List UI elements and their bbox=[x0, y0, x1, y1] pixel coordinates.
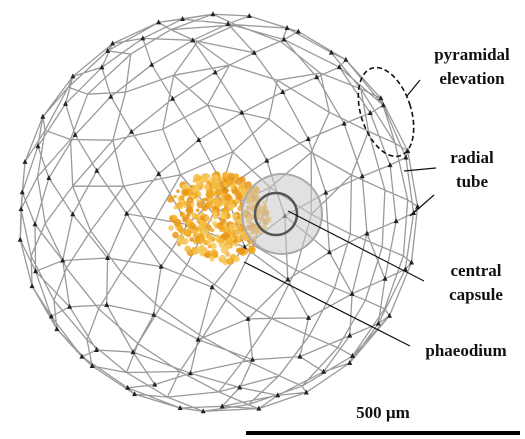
phaeodium-granule bbox=[219, 238, 225, 244]
phaeodium-granule bbox=[214, 189, 221, 196]
leader-line bbox=[407, 80, 420, 96]
phaeodium-granule bbox=[237, 195, 243, 201]
label: radial bbox=[450, 148, 494, 167]
phaeodium-granule bbox=[191, 195, 195, 199]
phaeodium-granule bbox=[177, 242, 181, 246]
phaeodium-granule bbox=[192, 213, 198, 219]
phaeodium-granule bbox=[212, 252, 219, 259]
phaeodium-granule bbox=[182, 189, 188, 195]
phaeodium-granule bbox=[236, 226, 242, 232]
leader-line bbox=[410, 195, 434, 216]
phaeodium-granule bbox=[196, 246, 203, 253]
figure: pyramidal elevation radial tube central … bbox=[0, 0, 525, 439]
spine-tip bbox=[403, 154, 408, 159]
spine-tip bbox=[33, 221, 38, 226]
spine-tip bbox=[30, 283, 35, 288]
phaeodium-granule bbox=[168, 225, 174, 231]
phaeodium-granule bbox=[232, 233, 237, 238]
phaeodium-granule bbox=[176, 189, 180, 193]
phaeodium-granule bbox=[213, 214, 218, 219]
phaeodium-granule bbox=[192, 185, 196, 189]
phaeodium-granule bbox=[223, 171, 229, 177]
phaeodium-granule bbox=[206, 239, 212, 245]
spine-tip bbox=[20, 189, 25, 194]
phaeodium-granule bbox=[197, 220, 201, 224]
phaeodium-granule bbox=[205, 216, 210, 221]
phaeodium-granule bbox=[167, 196, 174, 203]
phaeodium-granule bbox=[172, 232, 179, 239]
phaeodium-granule bbox=[203, 173, 209, 179]
phaeodium-granule bbox=[222, 200, 228, 206]
phaeodium-granule bbox=[204, 184, 210, 190]
phaeodium-granule bbox=[212, 198, 219, 205]
phaeodium-granule bbox=[226, 237, 233, 244]
label: pyramidal bbox=[434, 45, 510, 64]
phaeodium-granule bbox=[238, 248, 245, 255]
phaeodium-granule bbox=[212, 178, 216, 182]
phaeodium-granule bbox=[248, 246, 256, 254]
phaeodium-granule bbox=[224, 179, 228, 183]
phaeodium-granule bbox=[180, 195, 185, 200]
phaeodium-granule bbox=[200, 212, 204, 216]
spine-tip bbox=[108, 94, 113, 99]
phaeodium-granule bbox=[190, 222, 194, 226]
phaeodium-granule bbox=[209, 219, 212, 222]
phaeodium-granule bbox=[198, 234, 205, 241]
phaeodium-granule bbox=[196, 208, 200, 212]
phaeodium-granule bbox=[232, 213, 238, 219]
phaeodium-granule bbox=[238, 184, 244, 190]
label: elevation bbox=[439, 69, 505, 88]
phaeodium-granule bbox=[207, 191, 214, 198]
label: tube bbox=[456, 172, 489, 191]
phaeodium-granule bbox=[186, 206, 193, 213]
leader-line bbox=[404, 168, 436, 171]
phaeodium-granule bbox=[177, 204, 181, 208]
phaeodium-granule bbox=[227, 203, 234, 210]
phaeodium-granule bbox=[227, 258, 234, 265]
phaeodium-granule bbox=[196, 199, 200, 203]
phaeodium-granule bbox=[172, 215, 177, 220]
phaeodium-granule bbox=[208, 244, 212, 248]
phaeodium-granule bbox=[219, 180, 222, 183]
phaeodium-granule bbox=[240, 239, 243, 242]
phaeodium-granule bbox=[229, 224, 236, 231]
phaeodium-granule bbox=[217, 225, 222, 230]
phaeodium-granule bbox=[182, 238, 189, 245]
phaeodium-granule bbox=[204, 252, 210, 258]
spine-tip bbox=[18, 237, 23, 242]
phaeodium-granule bbox=[210, 228, 214, 232]
label: phaeodium bbox=[425, 341, 506, 360]
phaeodium-granule bbox=[205, 198, 209, 202]
leader-line bbox=[244, 262, 410, 346]
phaeodium-granule bbox=[174, 195, 177, 198]
phaeodium-granule bbox=[180, 212, 183, 215]
phaeodium-granule bbox=[201, 221, 208, 228]
phaeodium-granule bbox=[232, 182, 237, 187]
scale-bar-label: 500 µm bbox=[356, 403, 410, 422]
phaeodium-granule bbox=[178, 227, 184, 233]
phaeodium-granule bbox=[234, 243, 238, 247]
phaeodium-granule bbox=[199, 216, 204, 221]
phaeodium-granule bbox=[198, 176, 203, 181]
phaeodium-granule bbox=[184, 229, 192, 237]
spine-tip bbox=[409, 260, 414, 265]
phaeodium-granule bbox=[195, 227, 199, 231]
phaeodium-granule bbox=[220, 212, 227, 219]
label: capsule bbox=[449, 285, 503, 304]
phaeodium-granule bbox=[235, 189, 239, 193]
phaeodium-granule bbox=[224, 190, 228, 194]
phaeodium-granule bbox=[212, 221, 217, 226]
phaeodium-granule bbox=[218, 255, 226, 263]
phaeodium-granule bbox=[183, 201, 187, 205]
phaeodium-granule bbox=[184, 246, 191, 253]
label: central bbox=[451, 261, 502, 280]
phaeodium-granule bbox=[185, 215, 190, 220]
